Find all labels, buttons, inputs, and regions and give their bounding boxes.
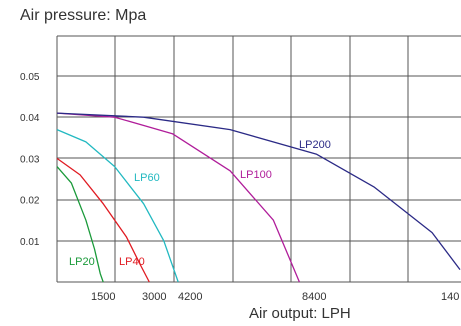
series-line-lp200 xyxy=(56,112,461,270)
y-tick-label: 0.03 xyxy=(20,154,40,165)
chart-title: Air pressure: Mpa xyxy=(20,7,146,24)
series-line-lp40 xyxy=(56,157,150,283)
x-tick-label: 1500 xyxy=(91,291,115,303)
series-label-lp100: LP100 xyxy=(240,169,272,181)
series-line-lp100 xyxy=(56,112,300,283)
y-tick-labels: 0.05 0.04 0.03 0.02 0.01 xyxy=(20,72,40,248)
x-tick-label: 3000 xyxy=(142,291,166,303)
series-line-lp60 xyxy=(56,129,179,283)
series-labels: LP20 LP40 LP60 LP100 LP200 xyxy=(69,139,331,268)
y-tick-label: 0.01 xyxy=(20,237,40,248)
x-tick-labels: 1500 3000 4200 8400 140 xyxy=(91,291,459,303)
y-tick-label: 0.05 xyxy=(20,72,40,83)
series-group xyxy=(56,112,461,283)
x-tick-label: 8400 xyxy=(302,291,326,303)
x-axis-label: Air output: LPH xyxy=(249,305,351,322)
grid xyxy=(56,35,461,283)
series-label-lp40: LP40 xyxy=(119,256,145,268)
y-tick-label: 0.04 xyxy=(20,113,40,124)
series-label-lp200: LP200 xyxy=(299,139,331,151)
series-label-lp20: LP20 xyxy=(69,256,95,268)
x-tick-label: 140 xyxy=(441,291,459,303)
series-line-lp20 xyxy=(56,166,104,283)
y-tick-label: 0.02 xyxy=(20,196,40,207)
x-tick-label: 4200 xyxy=(178,291,202,303)
series-label-lp60: LP60 xyxy=(134,172,160,184)
